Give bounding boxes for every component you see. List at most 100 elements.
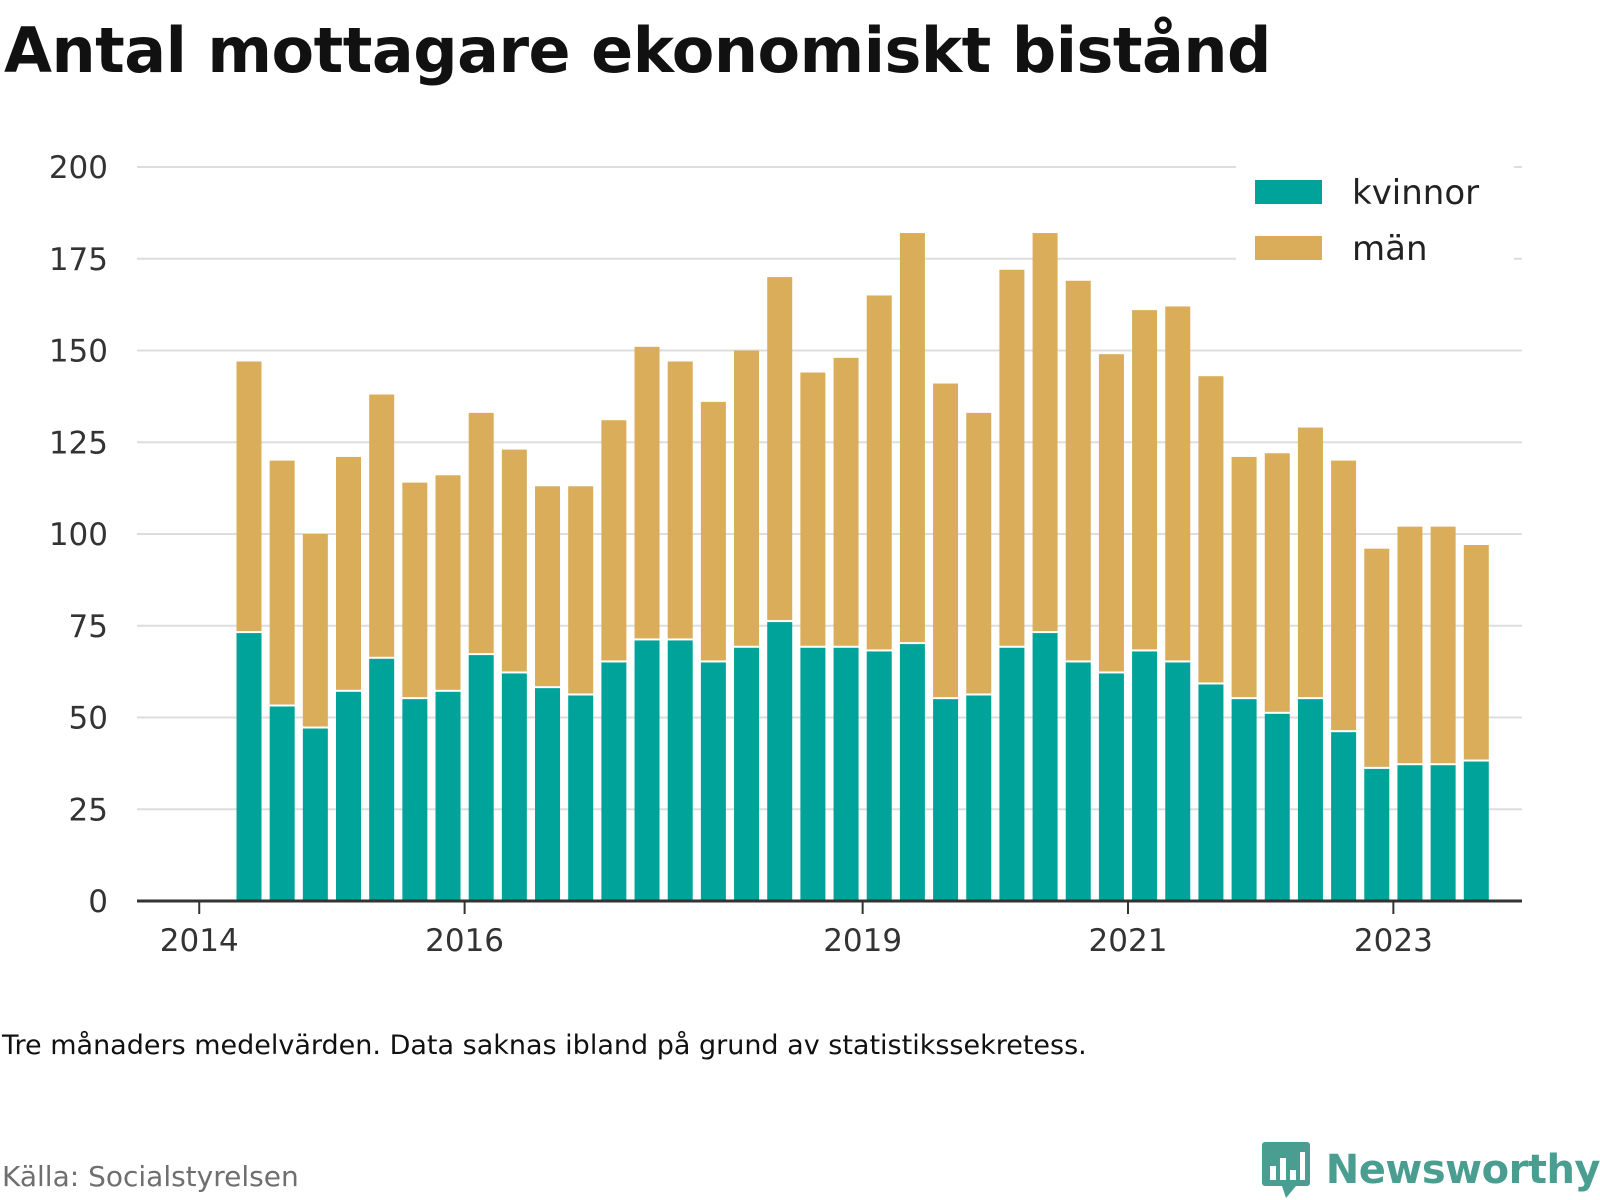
bar-kvinnor [435, 691, 461, 901]
brand-name: Newsworthy [1325, 1147, 1600, 1193]
bar-kvinnor [899, 644, 925, 901]
bar-man [601, 420, 627, 661]
bar-kvinnor [1297, 699, 1323, 901]
bar-man [1264, 453, 1290, 712]
bar-kvinnor [1098, 673, 1124, 901]
bar-kvinnor [1132, 651, 1158, 901]
bar-man [667, 361, 693, 639]
legend-label-kvinnor: kvinnor [1352, 173, 1479, 213]
bar-kvinnor [634, 640, 660, 901]
bar-man [369, 394, 395, 657]
chart-title: Antal mottagare ekonomiskt bistånd [4, 14, 1271, 87]
bar-kvinnor [369, 658, 395, 901]
bar-man [734, 350, 760, 646]
bar-kvinnor [966, 695, 992, 901]
bar-man [269, 460, 295, 705]
bar-man [568, 486, 594, 694]
legend: kvinnor män [1236, 162, 1514, 269]
y-tick-label: 75 [69, 609, 108, 645]
bar-man [800, 372, 826, 646]
bar-man [1132, 310, 1158, 650]
bar-kvinnor [933, 699, 959, 901]
bar-man [966, 412, 992, 694]
bar-kvinnor [302, 728, 328, 901]
bar-kvinnor [866, 651, 892, 901]
bar-man [1397, 526, 1423, 764]
chart-canvas: 0 25 50 75 100 125 150 175 200 2014 2016 2019 2021 20… [49, 150, 1522, 959]
bar-man [866, 295, 892, 650]
y-tick-label: 100 [49, 517, 108, 553]
bar-kvinnor [336, 691, 362, 901]
bar-kvinnor [402, 699, 428, 901]
legend-swatch-kvinnor [1255, 180, 1322, 204]
x-tick-label: 2014 [160, 923, 239, 959]
bar-man [1231, 456, 1257, 698]
y-tick-label: 150 [49, 334, 108, 370]
bar-man [302, 534, 328, 727]
bar-man [1364, 548, 1390, 767]
bar-kvinnor [767, 622, 793, 901]
source-credit: Källa: Socialstyrelsen [2, 1160, 299, 1193]
bar-man [700, 401, 726, 661]
bar-man [402, 482, 428, 698]
y-tick-label: 0 [88, 884, 108, 920]
bar-man [1463, 545, 1489, 760]
bar-man [468, 412, 494, 654]
y-tick-label: 125 [49, 425, 108, 461]
bar-kvinnor [269, 706, 295, 901]
bar-kvinnor [1032, 633, 1058, 901]
bar-kvinnor [535, 688, 561, 901]
bar-kvinnor [1331, 732, 1357, 901]
bar-kvinnor [1430, 765, 1456, 901]
chart-note: Tre månaders medelvärden. Data saknas ib… [2, 1030, 1087, 1061]
bar-man [634, 346, 660, 639]
bar-man [1098, 354, 1124, 672]
x-tick-label: 2016 [425, 923, 504, 959]
bar-man [767, 277, 793, 621]
bar-kvinnor [468, 655, 494, 901]
bar-man [535, 486, 561, 687]
bar-kvinnor [999, 647, 1025, 901]
bar-kvinnor [1165, 662, 1191, 901]
bar-man [1331, 460, 1357, 731]
x-tick-label: 2023 [1354, 923, 1433, 959]
bar-man [999, 269, 1025, 646]
x-tick-label: 2019 [823, 923, 902, 959]
y-tick-label: 200 [49, 150, 108, 186]
x-tick-label: 2021 [1089, 923, 1168, 959]
y-tick-label: 175 [49, 242, 108, 278]
bar-kvinnor [1264, 713, 1290, 901]
bar-kvinnor [734, 647, 760, 901]
newsworthy-logo-icon [1261, 1142, 1310, 1198]
bar-kvinnor [1397, 765, 1423, 901]
bar-kvinnor [1065, 662, 1091, 901]
bar-man [1032, 233, 1058, 632]
bar-kvinnor [1198, 684, 1224, 901]
bar-man [336, 456, 362, 690]
bar-man [1430, 526, 1456, 764]
legend-label-man: män [1352, 229, 1428, 269]
bar-man [1165, 306, 1191, 661]
bar-man [1297, 427, 1323, 698]
bar-kvinnor [568, 695, 594, 901]
bar-man [1065, 280, 1091, 661]
bar-kvinnor [700, 662, 726, 901]
bar-man [236, 361, 262, 632]
y-tick-label: 25 [69, 792, 108, 828]
y-tick-label: 50 [69, 701, 108, 737]
bars [236, 233, 1489, 901]
bar-kvinnor [833, 647, 859, 901]
bar-kvinnor [601, 662, 627, 901]
bar-kvinnor [501, 673, 527, 901]
legend-swatch-man [1255, 236, 1322, 260]
brand: Newsworthy [1260, 1140, 1600, 1200]
bar-man [899, 233, 925, 643]
bar-man [933, 383, 959, 698]
bar-man [833, 357, 859, 646]
bar-man [501, 449, 527, 672]
bar-man [1198, 376, 1224, 683]
bar-kvinnor [1231, 699, 1257, 901]
bar-kvinnor [667, 640, 693, 901]
bar-kvinnor [1463, 761, 1489, 901]
bar-kvinnor [1364, 768, 1390, 901]
